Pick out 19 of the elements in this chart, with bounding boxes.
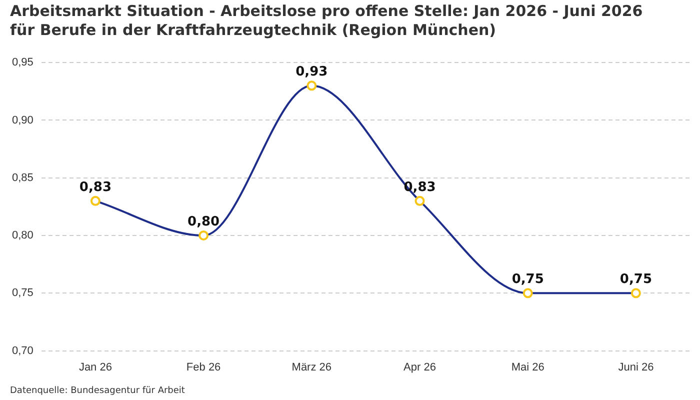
chart-title: Arbeitsmarkt Situation - Arbeitslose pro offene Stelle: Jan 2026 - Juni 2026 für Berufe in der Kraftfahrzeugtechnik (Region München) [10, 2, 644, 40]
x-tick-label: Feb 26 [186, 361, 221, 374]
y-tick-label: 0,90 [12, 114, 34, 126]
data-label: 0,75 [512, 272, 544, 288]
y-tick-label: 0,95 [12, 56, 34, 69]
y-tick-label: 0,70 [12, 344, 34, 357]
y-tick-label: 0,75 [12, 287, 34, 300]
data-label: 0,75 [620, 272, 652, 288]
x-tick-label: Apr 26 [404, 361, 436, 374]
x-tick-label: Juni 26 [618, 361, 654, 374]
x-tick-label: März 26 [292, 361, 332, 374]
x-tick-label: Jan 26 [78, 361, 112, 374]
text: Datenquelle: Bundesagentur für Arbeit [10, 386, 185, 396]
y-tick-label: 0,85 [12, 172, 34, 184]
x-tick-label: Mai 26 [511, 361, 544, 374]
data-label: 0,80 [188, 214, 220, 230]
y-tick-label: 0,80 [12, 230, 34, 242]
data-label: 0,83 [79, 180, 112, 195]
data-label: 0,93 [296, 64, 328, 80]
